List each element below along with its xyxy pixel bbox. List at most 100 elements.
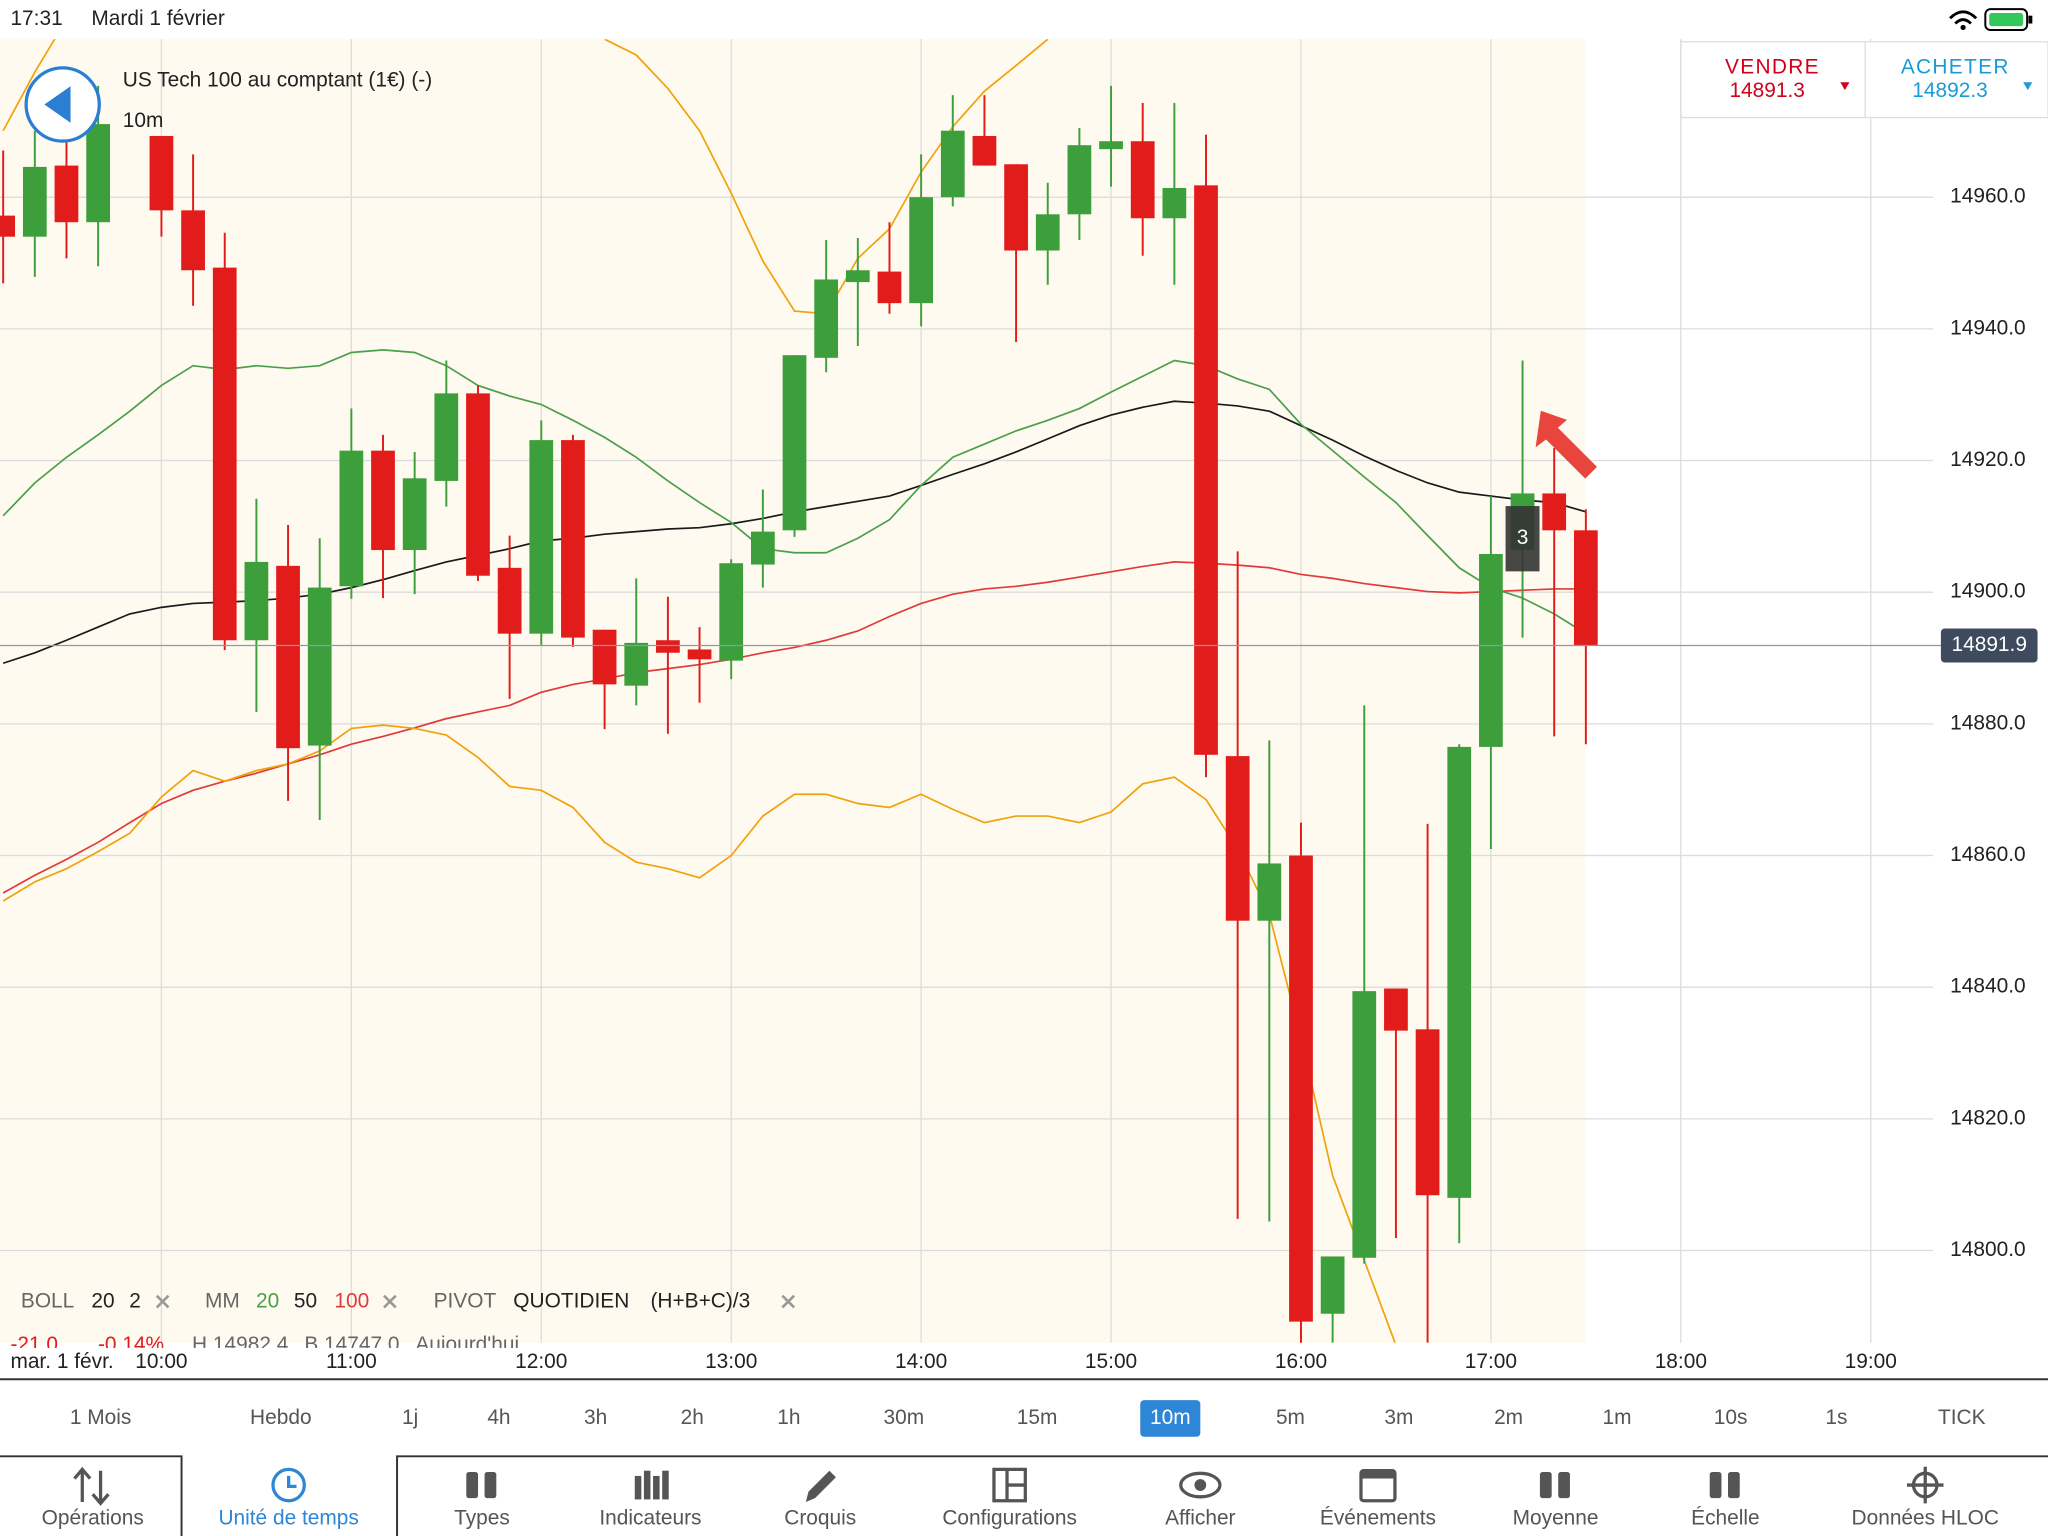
candle-body — [561, 440, 585, 638]
toolbar-item[interactable]: Types — [454, 1472, 510, 1530]
x-tick-label: 11:00 — [326, 1350, 377, 1373]
timeframe-option[interactable]: 1h — [777, 1406, 800, 1429]
toolbar-item[interactable]: Croquis — [784, 1470, 856, 1530]
y-tick-label: 14860.0 — [1950, 843, 2025, 866]
timeframe-option[interactable]: TICK — [1938, 1406, 1986, 1429]
timeframe-option[interactable]: 1 Mois — [70, 1406, 131, 1429]
timeframe-option[interactable]: 2h — [681, 1406, 704, 1429]
candle-body — [656, 640, 680, 653]
timeframe-option[interactable]: 15m — [1017, 1406, 1058, 1429]
candle-body — [1067, 145, 1092, 215]
toolbar-icon — [1539, 1472, 1552, 1499]
candle-body — [149, 135, 174, 211]
candle-body — [1415, 1029, 1440, 1196]
candle-body — [181, 210, 205, 271]
toolbar-item[interactable]: Configurations — [942, 1467, 1077, 1530]
x-tick-label: 15:00 — [1085, 1350, 1137, 1373]
toolbar-item[interactable]: Moyenne — [1513, 1472, 1599, 1530]
candle-body — [940, 130, 965, 198]
toolbar-item[interactable]: Opérations — [42, 1466, 144, 1530]
x-tick-label: 10:00 — [135, 1350, 187, 1373]
timeframe-option[interactable]: 10s — [1714, 1406, 1748, 1429]
timeframe-option[interactable]: 10m — [1150, 1406, 1191, 1429]
timeframe-option[interactable]: 4h — [487, 1406, 510, 1429]
toolbar-icon — [653, 1475, 660, 1500]
candle-body — [909, 197, 933, 304]
timeframe-option[interactable]: 3m — [1384, 1406, 1413, 1429]
toolbar-item[interactable]: Événements — [1320, 1469, 1436, 1530]
indicator-line — [2, 724, 1396, 1343]
toolbar-label: Événements — [1320, 1507, 1436, 1530]
buy-price: 14892.3 — [1912, 79, 1987, 102]
toolbar-label: Échelle — [1691, 1507, 1759, 1530]
date: Mardi 1 février — [91, 7, 224, 30]
remove-pivot[interactable] — [781, 1294, 796, 1309]
indicator-line — [2, 349, 1587, 635]
toolbar-icon — [466, 1472, 479, 1499]
timeframe-option[interactable]: 1s — [1825, 1406, 1847, 1429]
toolbar-label: Données HLOC — [1852, 1507, 1999, 1530]
x-tick-label: 16:00 — [1275, 1350, 1327, 1373]
timeframe-option[interactable]: Hebdo — [250, 1406, 312, 1429]
timeframe-option[interactable]: 1m — [1602, 1406, 1631, 1429]
candle-body — [719, 563, 744, 661]
toolbar-icon — [662, 1470, 669, 1500]
battery-tip — [2028, 15, 2033, 24]
toolbar-frame — [0, 1455, 2048, 1536]
candle-body — [212, 267, 237, 641]
buy-button[interactable]: ACHETER 14892.3 — [1901, 55, 2033, 102]
candle-body — [1225, 756, 1250, 921]
timeframe-option[interactable]: 2m — [1494, 1406, 1523, 1429]
indicator-line — [2, 561, 1586, 894]
buy-label: ACHETER — [1901, 55, 2010, 78]
timeframe-option[interactable]: 1j — [402, 1406, 418, 1429]
candle-body — [1479, 554, 1503, 747]
toolbar-icon — [73, 1466, 110, 1506]
toolbar-icon — [634, 1475, 642, 1500]
pivot-period: QUOTIDIEN — [513, 1290, 629, 1313]
pivot-formula: (H+B+C)/3 — [650, 1290, 750, 1313]
toolbar-item[interactable]: Échelle — [1691, 1472, 1760, 1530]
x-axis: 10:00 11:00 12:00 13:00 14:00 15:00 16:00 17:00… — [135, 1350, 1897, 1373]
y-tick-label: 14820.0 — [1950, 1106, 2025, 1129]
timeframe-option[interactable]: 3h — [584, 1406, 607, 1429]
timeframe-selected — [1140, 1400, 1201, 1437]
toolbar-label: Afficher — [1165, 1507, 1235, 1530]
toolbar: Opérations Unité de temps Types Indicateurs… — [42, 1466, 1999, 1530]
date-label: mar. 1 févr. — [10, 1350, 113, 1373]
toolbar-item[interactable]: Afficher — [1165, 1471, 1236, 1530]
toolbar-icon — [271, 1467, 306, 1503]
toolbar-item[interactable]: Indicateurs — [599, 1470, 702, 1530]
candle-body — [22, 166, 47, 237]
toolbar-icon — [1194, 1479, 1207, 1491]
x-tick-label: 18:00 — [1655, 1350, 1707, 1373]
remove-mm[interactable] — [383, 1294, 397, 1309]
instrument-timeframe: 10m — [123, 109, 164, 132]
clock: 17:31 — [10, 7, 62, 30]
toolbar-label: Moyenne — [1513, 1507, 1599, 1530]
candle-body — [782, 355, 807, 531]
sell-price: 14891.3 — [1729, 79, 1804, 102]
candle-body — [624, 642, 649, 686]
candle-body — [1289, 855, 1313, 1322]
toolbar-item[interactable]: Données HLOC — [1852, 1466, 1999, 1530]
remove-boll[interactable] — [155, 1294, 170, 1309]
buy-caret — [2023, 82, 2033, 91]
candle-body — [1320, 1256, 1345, 1314]
candle-body — [1573, 530, 1598, 646]
sell-button[interactable]: VENDRE 14891.3 — [1725, 55, 1850, 102]
candle-body — [86, 124, 110, 223]
candle-body — [371, 450, 395, 551]
candle-body — [592, 629, 617, 685]
toolbar-label: Types — [454, 1507, 510, 1530]
toolbar-item[interactable]: Unité de temps — [218, 1467, 359, 1530]
timeframe-option[interactable]: 5m — [1276, 1406, 1305, 1429]
annotation-text: 3 — [1517, 526, 1529, 549]
candle-body — [1130, 141, 1155, 219]
toolbar-icon — [1360, 1470, 1395, 1479]
candle-body — [814, 279, 839, 358]
y-tick-label: 14900.0 — [1950, 580, 2025, 603]
overlay: 14891.9 3 — [0, 410, 2038, 663]
timeframe-option[interactable]: 30m — [884, 1406, 925, 1429]
